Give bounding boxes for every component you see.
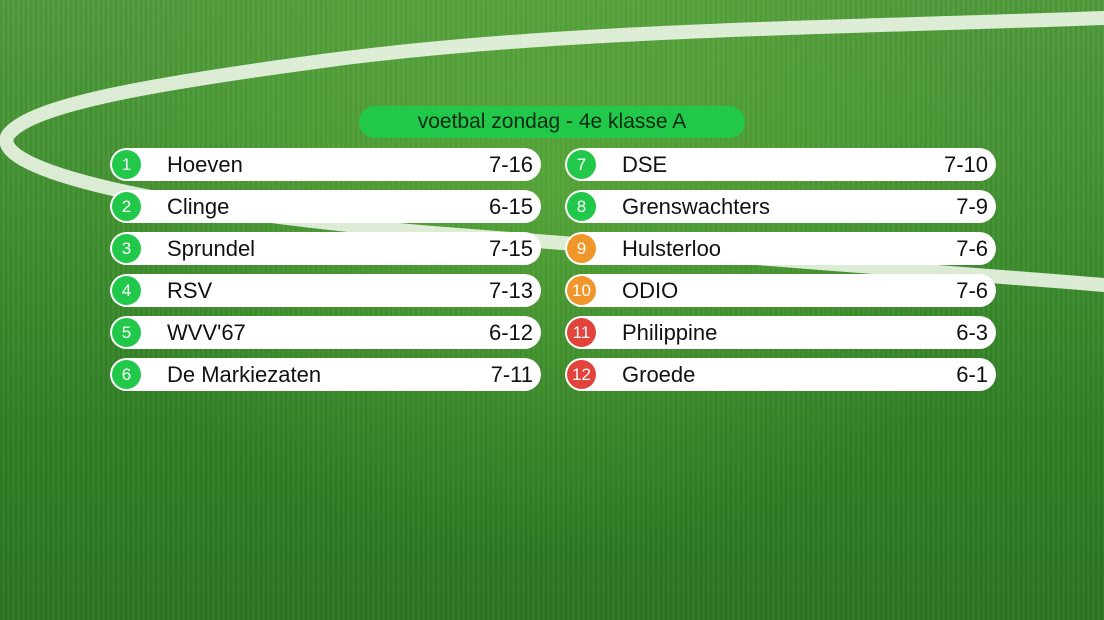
standings-row: 5 WVV'67 6-12 xyxy=(110,316,541,349)
team-name: Groede xyxy=(622,362,696,387)
team-name: Philippine xyxy=(622,320,718,345)
rank-badge: 1 xyxy=(112,150,141,179)
team-score: 7-15 xyxy=(488,236,533,261)
rank-badge: 6 xyxy=(112,360,141,389)
rank-badge: 5 xyxy=(112,318,141,347)
team-name: Sprundel xyxy=(167,236,256,261)
rank-badge: 11 xyxy=(567,318,596,347)
standings-row: 8 Grenswachters 7-9 xyxy=(565,190,996,223)
team-name: Hoeven xyxy=(167,152,243,177)
standings-row: 4 RSV 7-13 xyxy=(110,274,541,307)
team-name: WVV'67 xyxy=(167,320,246,345)
team-score: 7-13 xyxy=(488,278,533,303)
team-name: Grenswachters xyxy=(622,194,770,219)
rank-badge: 12 xyxy=(567,360,596,389)
league-title: voetbal zondag - 4e klasse A xyxy=(359,106,745,138)
rank-badge: 10 xyxy=(567,276,596,305)
standings-column-left: 1 Hoeven 7-16 2 Clinge 6-15 3 Sprundel 7… xyxy=(110,148,541,400)
team-name: Clinge xyxy=(167,194,230,219)
team-score: 7-16 xyxy=(488,152,533,177)
rank-badge: 8 xyxy=(567,192,596,221)
standings-row: 12 Groede 6-1 xyxy=(565,358,996,391)
team-score: 7-6 xyxy=(956,236,988,261)
team-name: ODIO xyxy=(622,278,679,303)
team-score: 6-3 xyxy=(956,320,988,345)
standings-column-right: 7 DSE 7-10 8 Grenswachters 7-9 9 Hulster… xyxy=(565,148,996,400)
standings-row: 10 ODIO 7-6 xyxy=(565,274,996,307)
team-score: 7-11 xyxy=(490,362,533,387)
team-score: 7-10 xyxy=(943,152,988,177)
rank-badge: 9 xyxy=(567,234,596,263)
standings-row: 7 DSE 7-10 xyxy=(565,148,996,181)
team-score: 6-1 xyxy=(956,362,988,387)
team-score: 6-15 xyxy=(488,194,533,219)
rank-badge: 2 xyxy=(112,192,141,221)
standings-row: 11 Philippine 6-3 xyxy=(565,316,996,349)
rank-badge: 3 xyxy=(112,234,141,263)
standings-row: 9 Hulsterloo 7-6 xyxy=(565,232,996,265)
standings-row: 6 De Markiezaten 7-11 xyxy=(110,358,541,391)
rank-badge: 4 xyxy=(112,276,141,305)
team-name: RSV xyxy=(167,278,213,303)
team-score: 7-6 xyxy=(956,278,988,303)
team-name: DSE xyxy=(622,152,668,177)
team-name: De Markiezaten xyxy=(167,362,322,387)
standings-row: 2 Clinge 6-15 xyxy=(110,190,541,223)
team-score: 6-12 xyxy=(488,320,533,345)
rank-badge: 7 xyxy=(567,150,596,179)
team-score: 7-9 xyxy=(956,194,988,219)
standings-row: 3 Sprundel 7-15 xyxy=(110,232,541,265)
standings-row: 1 Hoeven 7-16 xyxy=(110,148,541,181)
team-name: Hulsterloo xyxy=(622,236,722,261)
